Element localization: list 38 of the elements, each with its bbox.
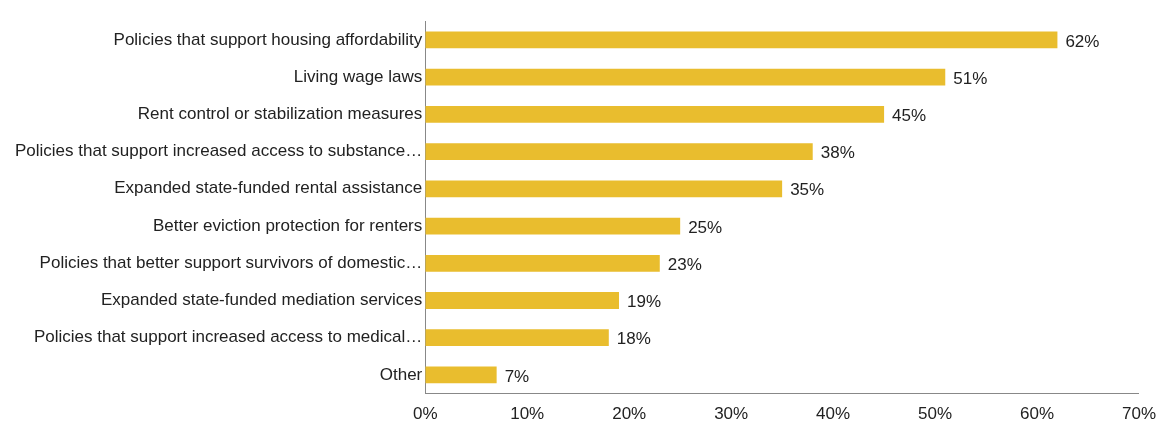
data-label: 18% — [616, 329, 651, 349]
bar — [425, 366, 497, 384]
y-tick-label: Expanded state-funded mediation services — [100, 290, 423, 310]
bar — [425, 329, 609, 347]
bar — [425, 292, 619, 309]
data-label: 38% — [820, 143, 855, 163]
data-label: 35% — [790, 180, 825, 200]
data-label: 51% — [953, 68, 988, 88]
y-tick-label: Other — [379, 364, 423, 384]
bar — [425, 217, 681, 235]
bar — [425, 180, 783, 198]
data-label: 62% — [1065, 31, 1100, 51]
bar — [425, 105, 885, 123]
y-tick-label: Policies that support increased access to substance… — [14, 141, 423, 161]
y-tick-label: Policies that support increased access to medical… — [33, 327, 423, 347]
bar — [425, 143, 813, 160]
data-label: 45% — [892, 105, 927, 125]
data-label: 19% — [626, 292, 662, 312]
x-tick-label: 30% — [714, 404, 749, 424]
data-label: 25% — [688, 217, 723, 237]
y-tick-label: Better eviction protection for renters — [152, 215, 423, 235]
data-label: 7% — [504, 366, 530, 386]
x-tick-label: 10% — [510, 404, 545, 424]
y-tick-label: Policies that better support survivors of domestic… — [39, 252, 423, 272]
x-tick-label: 50% — [918, 404, 953, 424]
y-tick-label: Rent control or stabilization measures — [137, 103, 423, 123]
x-tick-label: 70% — [1121, 404, 1156, 424]
x-tick-label: 20% — [612, 404, 647, 424]
y-tick-label: Policies that support housing affordability — [113, 29, 423, 49]
bar — [425, 68, 946, 86]
bar — [425, 254, 660, 272]
data-label: 23% — [667, 254, 702, 274]
y-tick-label: Expanded state-funded rental assistance — [114, 178, 423, 198]
x-tick-label: 40% — [816, 404, 851, 424]
x-tick-label: 0% — [412, 404, 438, 424]
bar — [425, 31, 1058, 49]
y-tick-label: Living wage laws — [293, 66, 423, 86]
x-tick-label: 60% — [1020, 404, 1055, 424]
